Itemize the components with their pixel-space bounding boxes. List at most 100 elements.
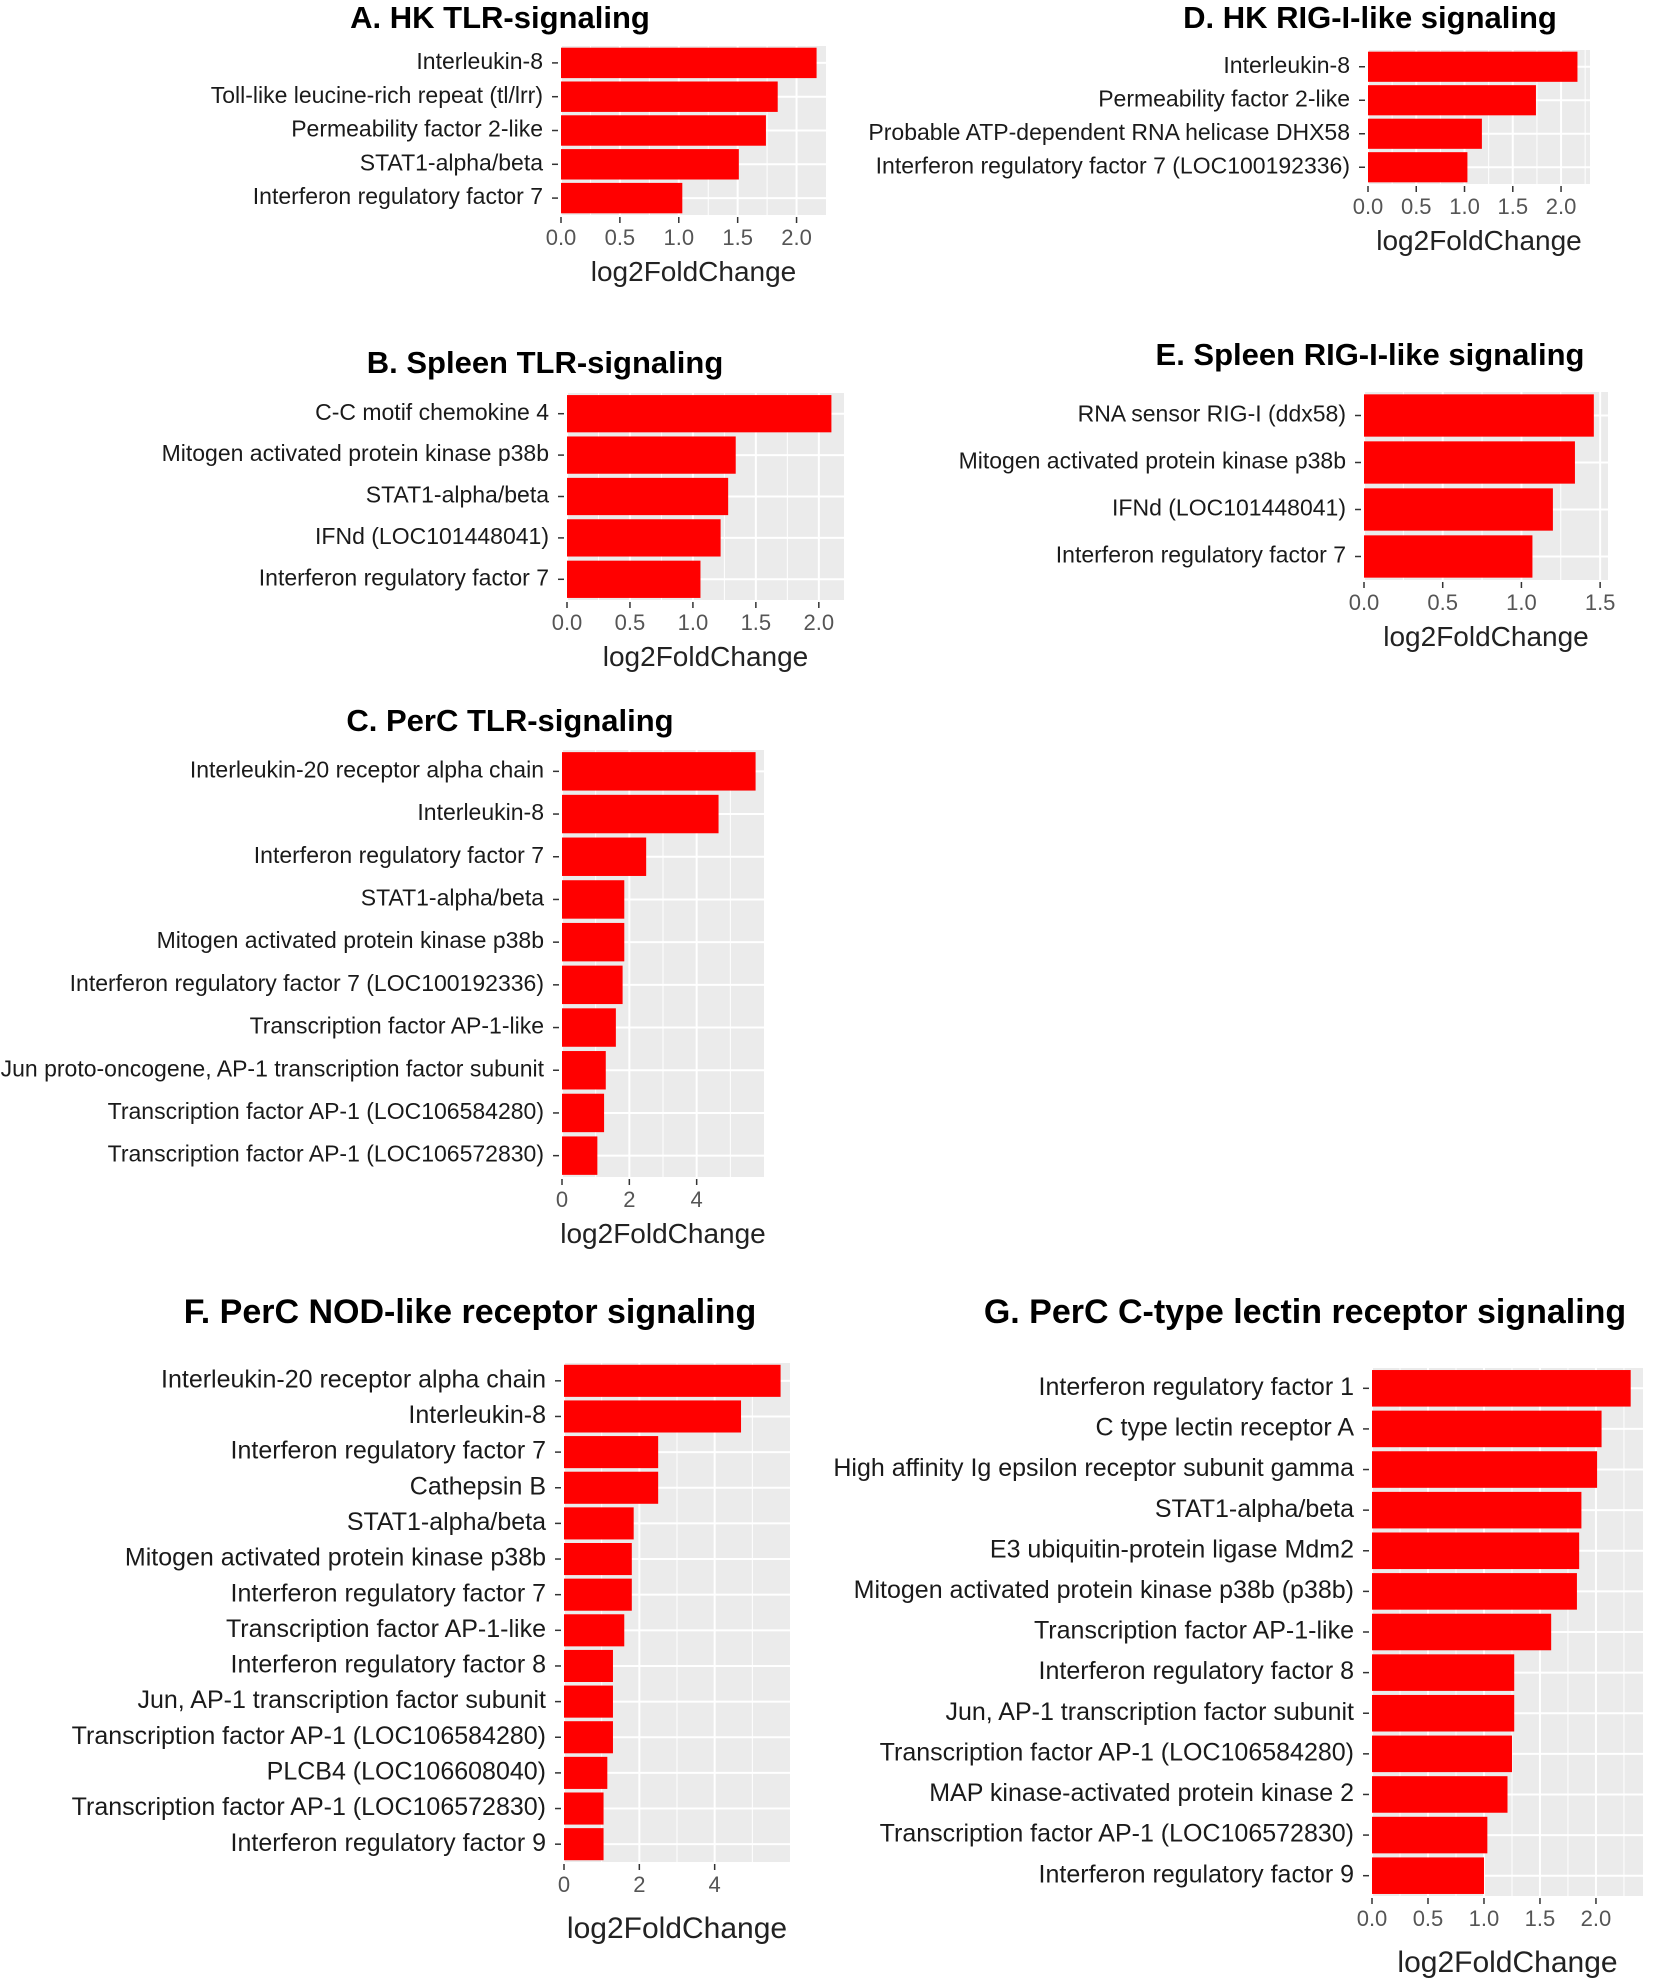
category-label: Interferon regulatory factor 7 — [253, 183, 543, 209]
category-label: Mitogen activated protein kinase p38b — [162, 440, 549, 466]
bar — [1372, 1776, 1508, 1813]
bar — [1372, 1491, 1582, 1529]
bar — [1372, 1694, 1515, 1732]
x-axis-title: log2FoldChange — [1383, 621, 1589, 652]
bar — [1372, 1573, 1577, 1610]
panel-title-d: D. HK RIG-I-like signaling — [1183, 0, 1557, 35]
category-label: Probable ATP-dependent RNA helicase DHX5… — [868, 119, 1350, 145]
x-tick-label: 0.5 — [1401, 194, 1432, 219]
bar — [567, 519, 721, 557]
category-label: High affinity Ig epsilon receptor subuni… — [833, 1454, 1354, 1482]
category-label: Transcription factor AP-1-like — [1034, 1617, 1354, 1645]
bar — [1372, 1370, 1631, 1407]
bar — [1372, 1654, 1515, 1691]
x-axis-title: log2FoldChange — [1397, 1946, 1617, 1979]
category-label: Transcription factor AP-1 (LOC106572830) — [108, 1141, 544, 1167]
panel-title-a: A. HK TLR-signaling — [350, 0, 650, 35]
bar — [561, 81, 778, 112]
x-axis-title: log2FoldChange — [560, 1218, 766, 1249]
category-label: IFNd (LOC101448041) — [1112, 495, 1346, 521]
x-tick-label: 4 — [691, 1187, 703, 1212]
bar — [561, 182, 683, 214]
bar — [567, 477, 729, 516]
category-label: STAT1-alpha/beta — [1155, 1495, 1354, 1523]
category-label: Transcription factor AP-1 (LOC106584280) — [72, 1722, 546, 1750]
bar — [564, 1756, 608, 1789]
bar — [564, 1649, 613, 1683]
bar — [564, 1364, 781, 1397]
bar — [564, 1614, 625, 1647]
bar — [567, 436, 736, 474]
x-tick-label: 1.0 — [1506, 590, 1537, 615]
category-label: PLCB4 (LOC106608040) — [267, 1758, 546, 1786]
bar — [562, 1008, 616, 1047]
x-tick-label: 0.0 — [546, 225, 577, 250]
category-label: Jun, AP-1 transcription factor subunit — [945, 1698, 1354, 1726]
bar — [567, 395, 832, 433]
category-label: Permeability factor 2-like — [291, 116, 543, 142]
category-label: C type lectin receptor A — [1096, 1414, 1355, 1442]
x-tick-label: 2 — [633, 1872, 645, 1897]
category-label: Interferon regulatory factor 7 (LOC10019… — [70, 970, 544, 996]
category-label: Mitogen activated protein kinase p38b (p… — [854, 1576, 1354, 1604]
category-label: Interferon regulatory factor 8 — [1039, 1657, 1354, 1685]
category-label: Interferon regulatory factor 7 — [231, 1437, 546, 1465]
panel-title-g: G. PerC C-type lectin receptor signaling — [983, 1293, 1627, 1331]
bar — [1368, 51, 1578, 82]
x-tick-label: 0.5 — [605, 225, 636, 250]
x-tick-label: 0 — [556, 1187, 568, 1212]
x-tick-label: 1.5 — [741, 610, 772, 635]
x-axis-title: log2FoldChange — [567, 1912, 787, 1945]
category-label: Interferon regulatory factor 8 — [231, 1651, 546, 1679]
bar — [561, 149, 739, 180]
category-label: Interferon regulatory factor 7 — [254, 842, 544, 868]
bar — [564, 1507, 634, 1540]
bar — [1368, 85, 1536, 116]
x-tick-label: 4 — [709, 1872, 721, 1897]
bar — [564, 1792, 604, 1825]
x-tick-label: 1.5 — [1585, 590, 1616, 615]
category-label: Mitogen activated protein kinase p38b — [959, 448, 1346, 474]
category-label: RNA sensor RIG-I (ddx58) — [1078, 401, 1346, 427]
x-tick-label: 2.0 — [1546, 194, 1577, 219]
bar — [1372, 1410, 1602, 1448]
x-tick-label: 2.0 — [804, 610, 835, 635]
x-tick-label: 1.0 — [663, 225, 694, 250]
category-label: MAP kinase-activated protein kinase 2 — [929, 1779, 1354, 1807]
category-label: Interleukin-8 — [1223, 52, 1350, 78]
x-tick-label: 0.5 — [1413, 1906, 1444, 1931]
x-tick-label: 0.0 — [1349, 590, 1380, 615]
category-label: Jun, AP-1 transcription factor subunit — [137, 1686, 546, 1714]
bar — [562, 752, 756, 791]
category-label: Interferon regulatory factor 9 — [1039, 1860, 1354, 1888]
x-tick-label: 0.0 — [1357, 1906, 1388, 1931]
category-label: Transcription factor AP-1 (LOC106584280) — [108, 1098, 544, 1124]
panel-title-e: E. Spleen RIG-I-like signaling — [1155, 337, 1585, 372]
category-label: Interferon regulatory factor 7 — [1056, 542, 1346, 568]
category-label: Mitogen activated protein kinase p38b — [157, 927, 544, 953]
category-label: IFNd (LOC101448041) — [315, 523, 549, 549]
bar — [1372, 1816, 1488, 1854]
bar — [567, 560, 701, 598]
bar — [562, 794, 719, 834]
category-label: Interferon regulatory factor 7 — [231, 1579, 546, 1607]
x-axis-title: log2FoldChange — [603, 641, 809, 672]
x-tick-label: 1.0 — [1469, 1906, 1500, 1931]
category-label: Interleukin-20 receptor alpha chain — [190, 756, 544, 782]
category-label: STAT1-alpha/beta — [366, 482, 549, 508]
bar — [564, 1685, 613, 1718]
category-label: Interferon regulatory factor 1 — [1039, 1373, 1354, 1401]
category-label: Cathepsin B — [410, 1472, 546, 1500]
x-tick-label: 1.5 — [1497, 194, 1528, 219]
x-tick-label: 1.0 — [1449, 194, 1480, 219]
category-label: Transcription factor AP-1 (LOC106572830) — [72, 1793, 546, 1821]
bar — [564, 1400, 742, 1433]
category-label: Interleukin-8 — [416, 48, 543, 74]
